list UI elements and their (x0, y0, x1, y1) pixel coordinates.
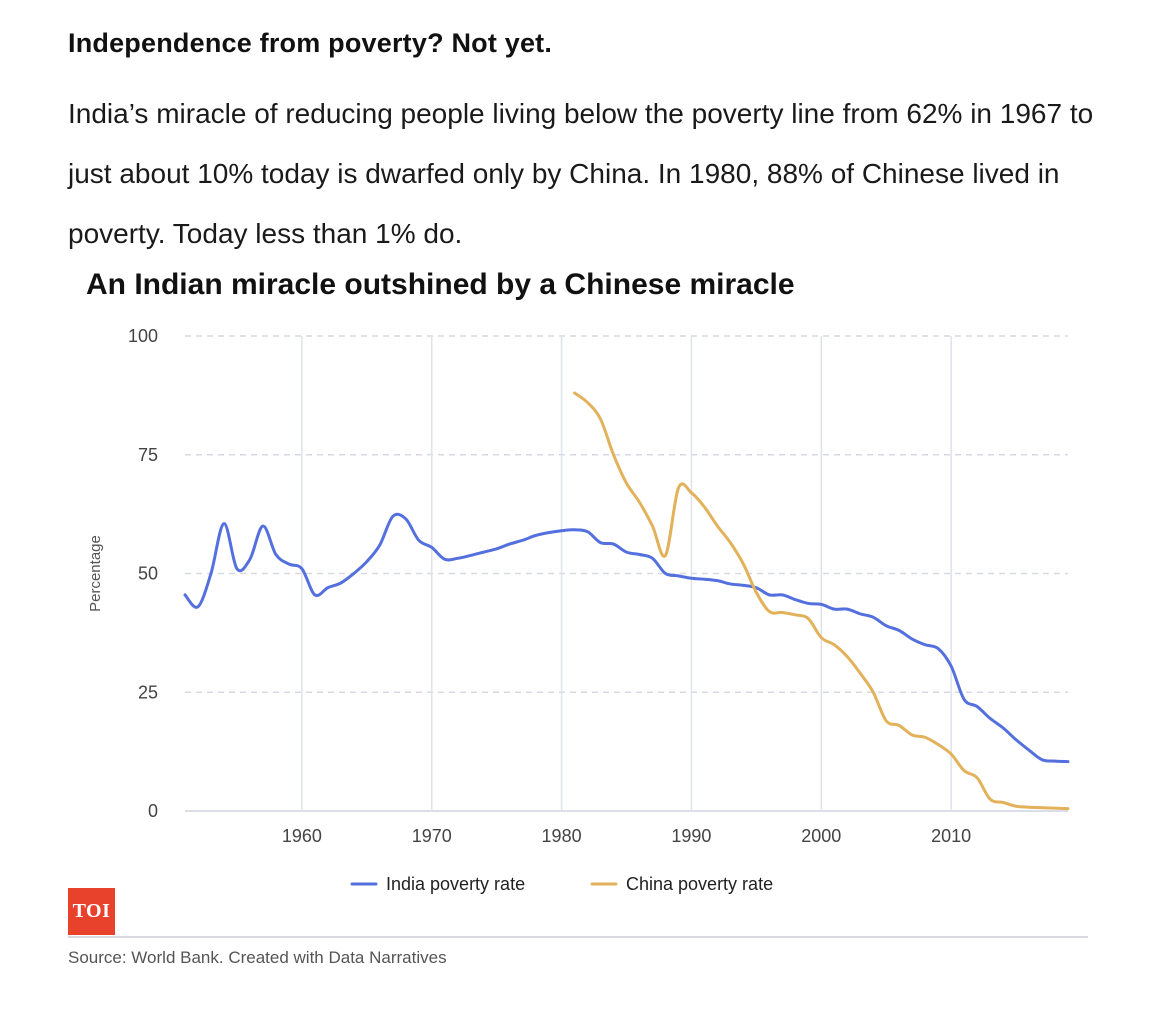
x-tick-label: 1990 (671, 826, 711, 846)
y-tick-label: 100 (128, 326, 158, 346)
grid-lines (185, 335, 1068, 812)
source-note: Source: World Bank. Created with Data Na… (68, 948, 447, 967)
x-tick-label: 1970 (412, 826, 452, 846)
x-tick-label: 1980 (542, 826, 582, 846)
toi-logo: TOI (68, 888, 115, 935)
y-tick-label: 75 (138, 445, 158, 465)
headline: Independence from poverty? Not yet. (68, 28, 553, 58)
y-tick-label: 0 (148, 801, 158, 821)
series-line-china (573, 391, 1070, 811)
y-tick-label: 25 (138, 682, 158, 702)
legend[interactable]: India poverty rate China poverty rate (350, 874, 773, 894)
x-tick-label: 1960 (282, 826, 322, 846)
chart-title: An Indian miracle outshined by a Chinese… (86, 268, 795, 301)
y-axis-title: Percentage (87, 535, 104, 612)
legend-label: China poverty rate (626, 874, 773, 894)
legend-item-india[interactable]: India poverty rate (350, 874, 525, 894)
legend-label: India poverty rate (386, 874, 525, 894)
x-tick-label: 2010 (931, 826, 971, 846)
line-chart: 0 25 50 75 100 1960 1970 1980 1990 2000 2010 Perce… (87, 326, 1070, 894)
legend-item-china[interactable]: China poverty rate (590, 874, 773, 894)
x-tick-label: 2000 (801, 826, 841, 846)
y-tick-label: 50 (138, 564, 158, 584)
footer-divider (68, 936, 1088, 938)
description: India’s miracle of reducing people livin… (68, 98, 1094, 249)
series-line-india (183, 512, 1070, 764)
series-lines (183, 391, 1070, 811)
tick-labels: 0 25 50 75 100 1960 1970 1980 1990 2000 2010 (128, 326, 971, 846)
